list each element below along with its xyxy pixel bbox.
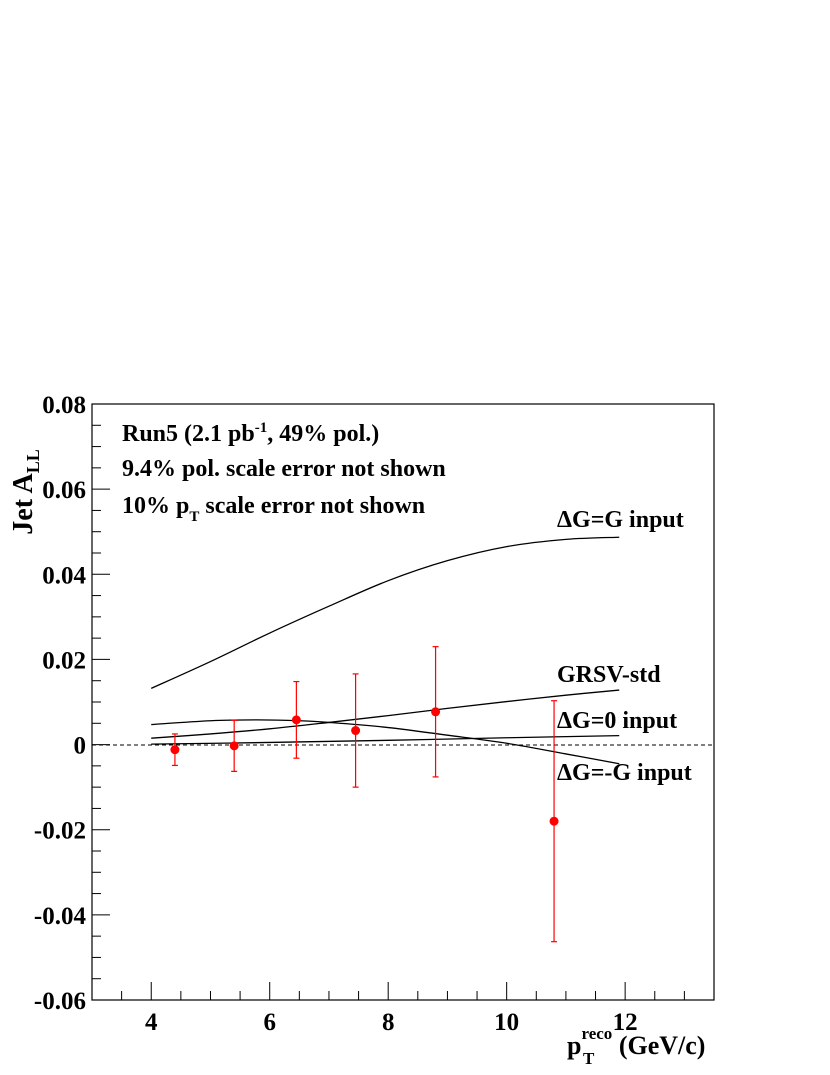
y-tick-label: -0.02 — [34, 818, 86, 845]
curve-0 — [150, 536, 620, 689]
x-axis-tick-labels: 4 6 8 10 12 — [145, 1009, 638, 1036]
x-axis-label-sub: T — [583, 1049, 595, 1068]
y-tick-label: 0.08 — [42, 392, 86, 419]
y-axis-tick-labels: -0.06 -0.04 -0.02 0 0.02 0.04 0.06 0.08 — [34, 392, 87, 1015]
y-tick-label: 0 — [74, 733, 87, 760]
y-axis-ticks — [92, 403, 110, 1001]
y-axis-label-main: Jet A — [8, 473, 39, 535]
y-tick-label: 0.06 — [42, 477, 86, 504]
annotation-run-info: Run5 (2.1 pb-1, 49% pol.) — [122, 420, 379, 447]
data-point — [549, 816, 559, 826]
x-axis-label-main: p — [567, 1031, 581, 1060]
data-point — [229, 741, 239, 751]
x-tick-label: 4 — [145, 1009, 158, 1036]
y-tick-label: -0.04 — [34, 903, 87, 930]
y-axis-label-sub: LL — [23, 449, 43, 473]
curve-label-grsv-std: GRSV-std — [557, 662, 661, 688]
x-axis-label: preco (GeV/c) — [567, 1024, 705, 1060]
y-axis-label: Jet ALL — [8, 449, 43, 534]
x-axis-ticks — [91, 982, 715, 1000]
data-point — [431, 707, 441, 717]
x-tick-label: 8 — [382, 1009, 395, 1036]
annotation-pol-error: 9.4% pol. scale error not shown — [122, 456, 446, 482]
data-points — [170, 646, 559, 943]
x-tick-label: 6 — [263, 1009, 276, 1036]
x-axis-label-rest: (GeV/c) — [612, 1031, 705, 1060]
data-point — [351, 726, 361, 736]
y-tick-label: 0.02 — [42, 647, 86, 674]
curve-label-dg-g: ΔG=G input — [557, 507, 684, 533]
y-tick-label: -0.06 — [34, 988, 86, 1015]
data-point — [170, 745, 180, 755]
curve-2 — [151, 734, 620, 745]
x-tick-label: 10 — [494, 1009, 519, 1036]
curve-1 — [151, 689, 620, 739]
curve-label-dg-0: ΔG=0 input — [557, 708, 677, 734]
data-point — [291, 715, 301, 725]
x-tick-label: 12 — [613, 1009, 638, 1036]
curve-label-dg-neg-g: ΔG=-G input — [557, 760, 692, 786]
annotation-pt-error: 10% pT scale error not shown — [122, 493, 425, 525]
y-tick-label: 0.04 — [42, 562, 86, 589]
x-axis-label-sup: reco — [581, 1024, 612, 1043]
